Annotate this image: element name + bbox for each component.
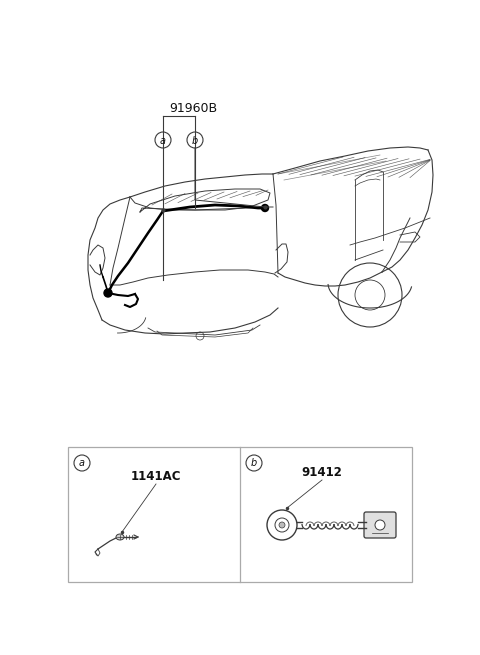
Ellipse shape: [116, 534, 124, 540]
Text: a: a: [160, 136, 166, 145]
Circle shape: [262, 204, 268, 212]
Text: 1141AC: 1141AC: [131, 470, 181, 483]
Circle shape: [279, 522, 285, 528]
Circle shape: [104, 289, 112, 297]
Text: 91960B: 91960B: [169, 102, 217, 115]
Circle shape: [375, 520, 385, 530]
Bar: [68, 447, 412, 582]
FancyBboxPatch shape: [364, 512, 396, 538]
Text: b: b: [192, 136, 198, 145]
Text: a: a: [79, 458, 85, 468]
Text: b: b: [251, 458, 257, 468]
Text: 91412: 91412: [301, 466, 342, 479]
